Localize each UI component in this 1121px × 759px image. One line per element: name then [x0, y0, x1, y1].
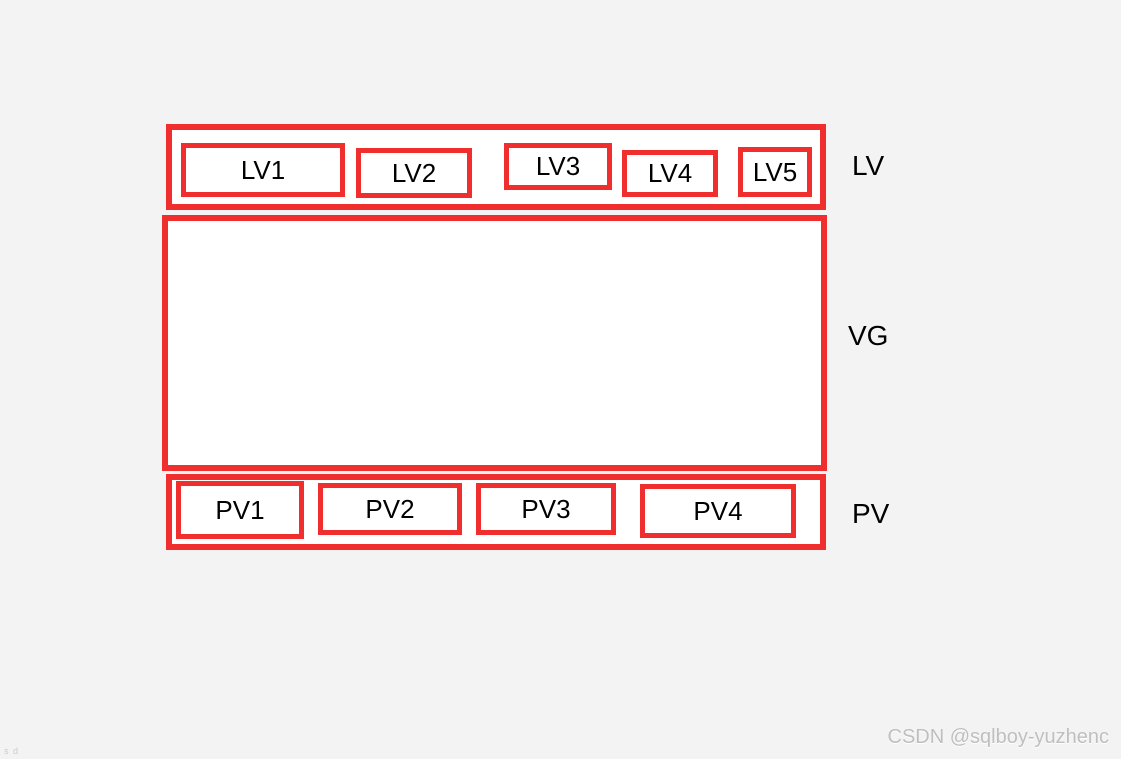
pv-row-label: PV	[852, 498, 889, 530]
lv-box: LV3	[504, 143, 612, 190]
lv-box-label: LV3	[536, 151, 580, 182]
lv-box: LV5	[738, 147, 812, 197]
pv-box-label: PV3	[521, 494, 570, 525]
pv-box: PV1	[176, 481, 304, 539]
lv-box-label: LV2	[392, 158, 436, 189]
lv-box: LV1	[181, 143, 345, 197]
pv-box-label: PV4	[693, 496, 742, 527]
pv-box: PV2	[318, 483, 462, 535]
pv-box-label: PV2	[365, 494, 414, 525]
vg-container	[162, 215, 827, 471]
pv-box-label: PV1	[215, 495, 264, 526]
lv-box-label: LV1	[241, 155, 285, 186]
lv-box: LV4	[622, 150, 718, 197]
pv-box: PV3	[476, 483, 616, 535]
lv-box-label: LV4	[648, 158, 692, 189]
lv-box: LV2	[356, 148, 472, 198]
vg-row-label: VG	[848, 320, 888, 352]
corner-mark: s d	[4, 746, 19, 756]
lv-box-label: LV5	[753, 157, 797, 188]
pv-box: PV4	[640, 484, 796, 538]
lv-row-label: LV	[852, 150, 884, 182]
watermark: CSDN @sqlboy-yuzhenc	[888, 726, 1110, 749]
